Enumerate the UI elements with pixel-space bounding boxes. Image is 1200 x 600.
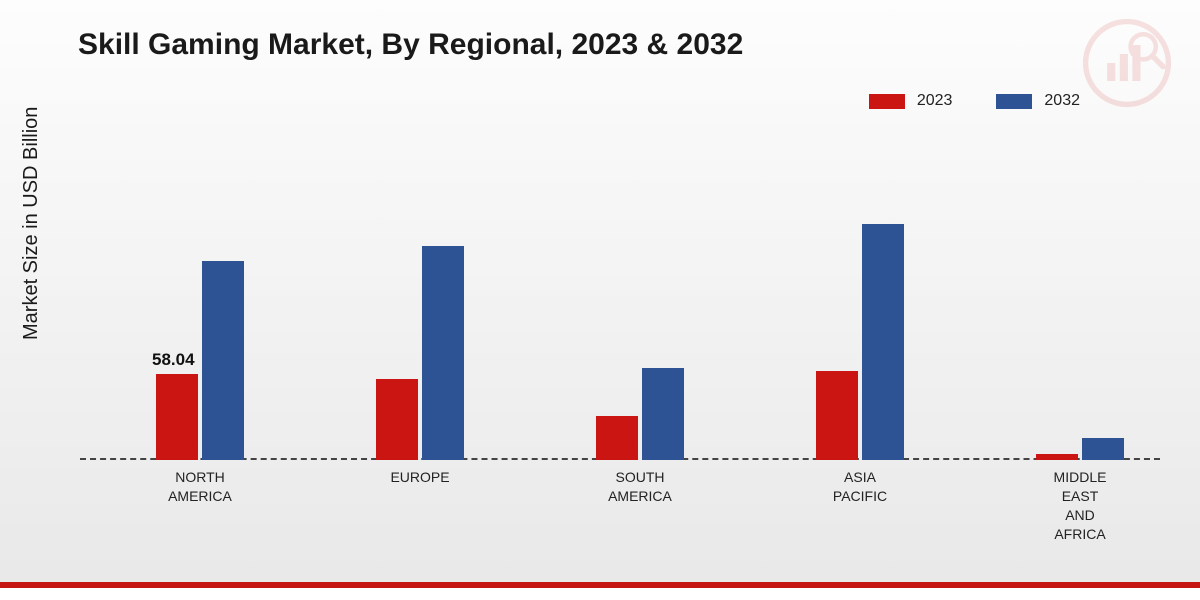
legend-swatch-icon <box>869 94 905 109</box>
chart-title: Skill Gaming Market, By Regional, 2023 &… <box>78 28 743 62</box>
legend-label: 2032 <box>1044 92 1080 110</box>
footer-accent-bar <box>0 582 1200 600</box>
watermark-logo-icon <box>1082 18 1172 108</box>
bar-group <box>350 246 490 460</box>
x-tick-label: EUROPE <box>350 468 490 487</box>
bar <box>202 261 244 460</box>
bar <box>1036 454 1078 460</box>
bar <box>376 379 418 460</box>
bar <box>596 416 638 460</box>
y-axis-label: Market Size in USD Billion <box>20 107 43 340</box>
legend-item-2032: 2032 <box>996 92 1080 110</box>
bar-group <box>1010 438 1150 460</box>
chart-container: Skill Gaming Market, By Regional, 2023 &… <box>0 0 1200 600</box>
bar <box>1082 438 1124 460</box>
legend-label: 2023 <box>917 92 953 110</box>
bar-group <box>570 368 710 460</box>
bar <box>422 246 464 460</box>
bar <box>862 224 904 460</box>
bar-group <box>790 224 930 460</box>
bar-group <box>130 261 270 460</box>
bar <box>156 374 198 460</box>
x-tick-label: ASIAPACIFIC <box>790 468 930 506</box>
x-tick-label: MIDDLEEASTANDAFRICA <box>1010 468 1150 544</box>
x-axis-labels: NORTHAMERICA EUROPE SOUTHAMERICA ASIAPACIFI… <box>80 468 1160 558</box>
x-tick-label: NORTHAMERICA <box>130 468 270 506</box>
bar <box>642 368 684 460</box>
bar <box>816 371 858 460</box>
x-tick-label: SOUTHAMERICA <box>570 468 710 506</box>
legend-item-2023: 2023 <box>869 92 953 110</box>
chart-legend: 2023 2032 <box>869 92 1080 110</box>
legend-swatch-icon <box>996 94 1032 109</box>
plot-area: 58.04 <box>80 150 1160 460</box>
